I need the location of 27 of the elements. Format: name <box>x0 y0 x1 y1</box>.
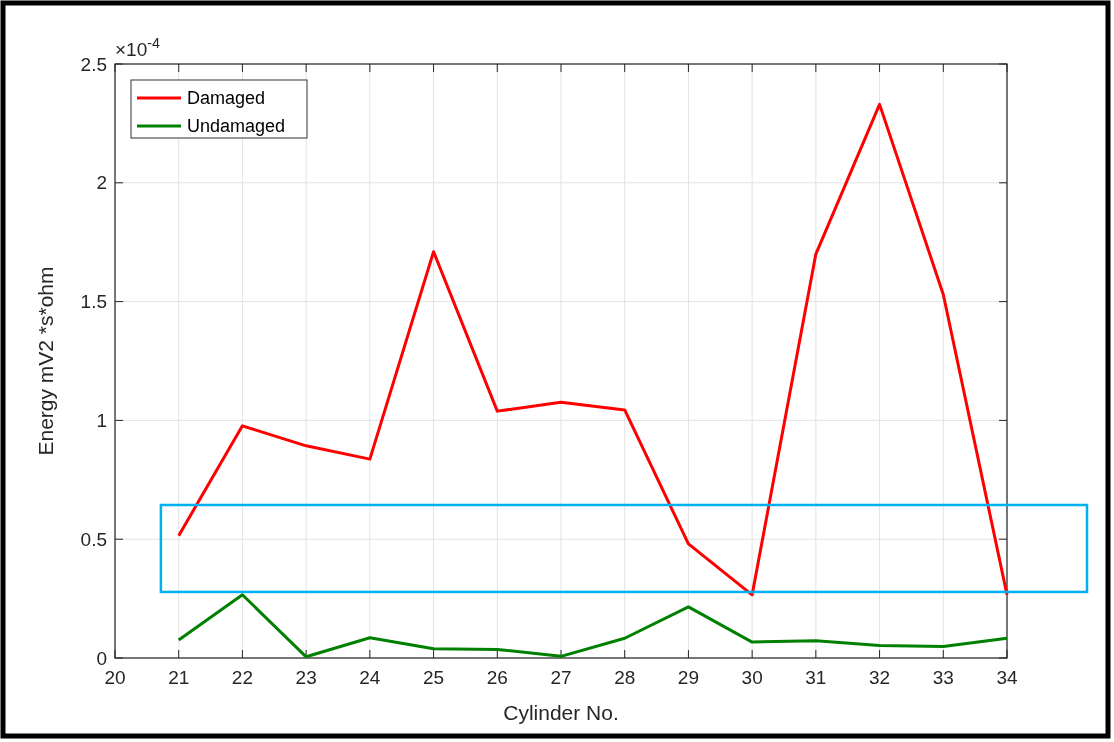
x-tick-label: 22 <box>231 667 253 688</box>
y-tick-label: 1 <box>96 410 107 432</box>
y-tick-label: 2.5 <box>80 53 107 75</box>
x-tick-label: 33 <box>932 667 954 688</box>
x-tick-label: 28 <box>614 667 636 688</box>
x-tick-label: 29 <box>677 667 699 688</box>
x-tick-label: 30 <box>741 667 763 688</box>
x-tick-label: 34 <box>996 667 1018 688</box>
y-tick-label: 1.5 <box>80 291 107 313</box>
x-tick-label: 24 <box>359 667 381 688</box>
legend-label: Damaged <box>187 88 266 109</box>
y-axis-title: Energy mV2 *s*ohm <box>34 266 57 456</box>
x-tick-label: 21 <box>168 667 190 688</box>
x-tick-label: 20 <box>104 667 126 688</box>
x-tick-label: 27 <box>550 667 572 688</box>
line-series <box>177 593 1009 659</box>
x-tick-label: 32 <box>869 667 891 688</box>
y-tick-label: 0 <box>96 647 107 669</box>
x-tick-label: 31 <box>805 667 827 688</box>
text: ×10$^{-4}$ <box>115 35 160 60</box>
y-tick-label: 2 <box>96 172 107 194</box>
x-axis-title: Cylinder No. <box>503 701 619 724</box>
x-tick-label: 26 <box>486 667 508 688</box>
y-tick-label: 0.5 <box>80 528 107 550</box>
x-tick-label: 25 <box>423 667 445 688</box>
x-tick-label: 23 <box>295 667 317 688</box>
legend-label: Undamaged <box>187 116 286 137</box>
